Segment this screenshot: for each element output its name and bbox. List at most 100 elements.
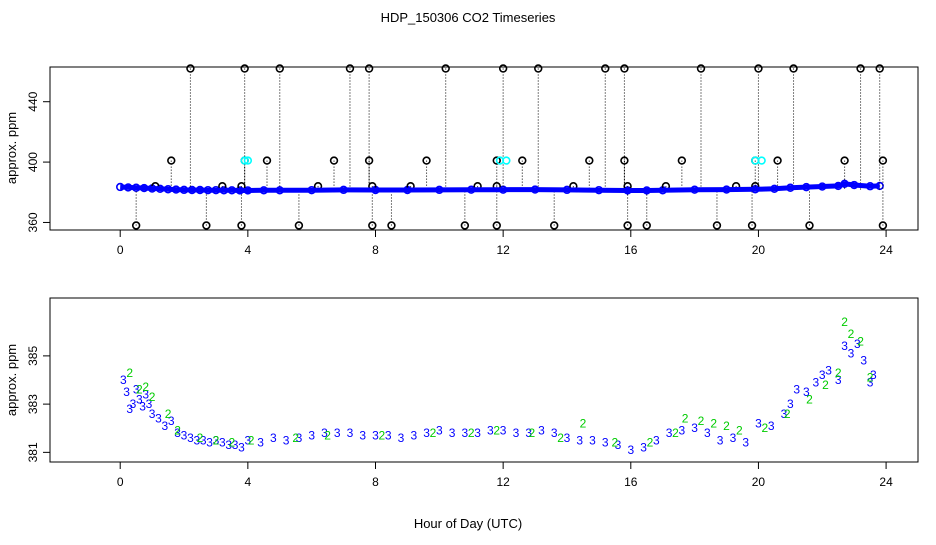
x-tick-label: 4 [245,475,252,489]
x-axis-label: Hour of Day (UTC) [414,516,522,531]
data-point [502,156,511,165]
data-point-label: 3 [225,438,232,452]
data-point [601,64,610,73]
data-point-label: 3 [168,414,175,428]
data-point [789,64,798,73]
data-point-label: 3 [219,436,226,450]
data-point-label: 3 [602,436,609,450]
data-point [747,221,757,230]
x-tick-label: 8 [372,243,379,257]
data-point [243,156,253,165]
data-point-label: 3 [410,428,417,442]
data-point-label: 3 [870,368,877,382]
data-point [345,64,355,73]
data-point-label: 2 [126,366,133,380]
data-point-label: 3 [768,419,775,433]
data-point-label: 3 [730,431,737,445]
data-point-label: 3 [181,428,188,442]
data-point [329,156,339,165]
data-point-label: 3 [787,397,794,411]
x-tick-label: 0 [117,475,124,489]
y-tick-label: 440 [26,91,40,111]
data-point-label: 3 [257,436,264,450]
x-tick-label: 16 [624,243,638,257]
data-point-label: 3 [126,402,133,416]
data-point-label: 3 [155,412,162,426]
data-point-label: 3 [462,426,469,440]
data-point-label: 3 [500,424,507,438]
data-point [550,221,559,230]
data-point [878,221,888,230]
data-point-label: 3 [742,436,749,450]
data-point-label: 3 [385,428,392,442]
data-point [712,221,722,230]
data-point-label: 2 [835,366,842,380]
data-point [856,64,865,73]
data-point-label: 2 [857,334,864,348]
data-point-label: 2 [822,378,829,392]
data-point [202,221,211,230]
top-y-axis-label: approx. ppm [4,112,19,184]
x-tick-label: 20 [752,475,766,489]
data-point-label: 2 [672,426,679,440]
data-point-label: 3 [213,433,220,447]
data-point [518,156,527,165]
data-point-label: 3 [359,428,366,442]
data-point-label: 3 [120,373,127,387]
data-point-label: 3 [848,346,855,360]
data-point-label: 2 [611,436,618,450]
data-point-label: 3 [525,426,532,440]
data-point-label: 2 [723,419,730,433]
data-point-label: 3 [187,431,194,445]
data-point [167,156,176,165]
data-point-label: 3 [487,424,494,438]
top-panel: approx. ppm 0 4 8 12 16 20 24 360 400 440 [4,64,919,257]
y-tick-label: 385 [26,346,40,366]
data-point-label: 3 [513,426,520,440]
data-point-label: 2 [149,390,156,404]
data-point-label: 3 [206,436,213,450]
data-point [237,221,246,230]
data-point [186,64,195,73]
data-point-label: 2 [557,431,564,445]
data-point-label: 2 [165,407,172,421]
data-point-label: 3 [270,431,277,445]
data-point-label: 3 [372,428,379,442]
data-point-label: 2 [841,315,848,329]
data-point [294,221,304,230]
y-tick-label: 360 [26,212,40,232]
data-point-label: 3 [867,375,874,389]
data-point [364,156,374,165]
data-point-label: 3 [123,385,130,399]
data-point-label: 3 [136,392,143,406]
data-point-label: 3 [321,426,328,440]
data-point [364,64,374,73]
data-point-label: 3 [334,426,341,440]
bottom-y-axis-label: approx. ppm [4,344,19,416]
bottom-plot-frame [49,297,919,463]
data-point-label: 2 [761,421,768,435]
y-tick-label: 381 [26,442,40,462]
data-point-label: 3 [238,441,245,455]
x-tick-label: 12 [496,243,510,257]
data-point-label: 3 [679,424,686,438]
top-plot-frame [49,66,919,231]
data-point-label: 2 [784,407,791,421]
x-tick-label: 24 [879,243,893,257]
data-point [677,156,687,165]
data-point-label: 2 [580,416,587,430]
data-point-label: 3 [627,443,634,457]
data-point-label: 3 [347,426,354,440]
data-point-label: 3 [819,368,826,382]
data-point-label: 3 [474,426,481,440]
data-point-label: 2 [197,431,204,445]
data-point-label: 2 [142,380,149,394]
data-point-label: 3 [781,407,788,421]
data-point [878,156,888,165]
data-point [620,156,629,165]
data-point [623,221,632,230]
data-point-label: 2 [806,392,813,406]
data-point [757,156,766,165]
data-point [498,64,508,73]
